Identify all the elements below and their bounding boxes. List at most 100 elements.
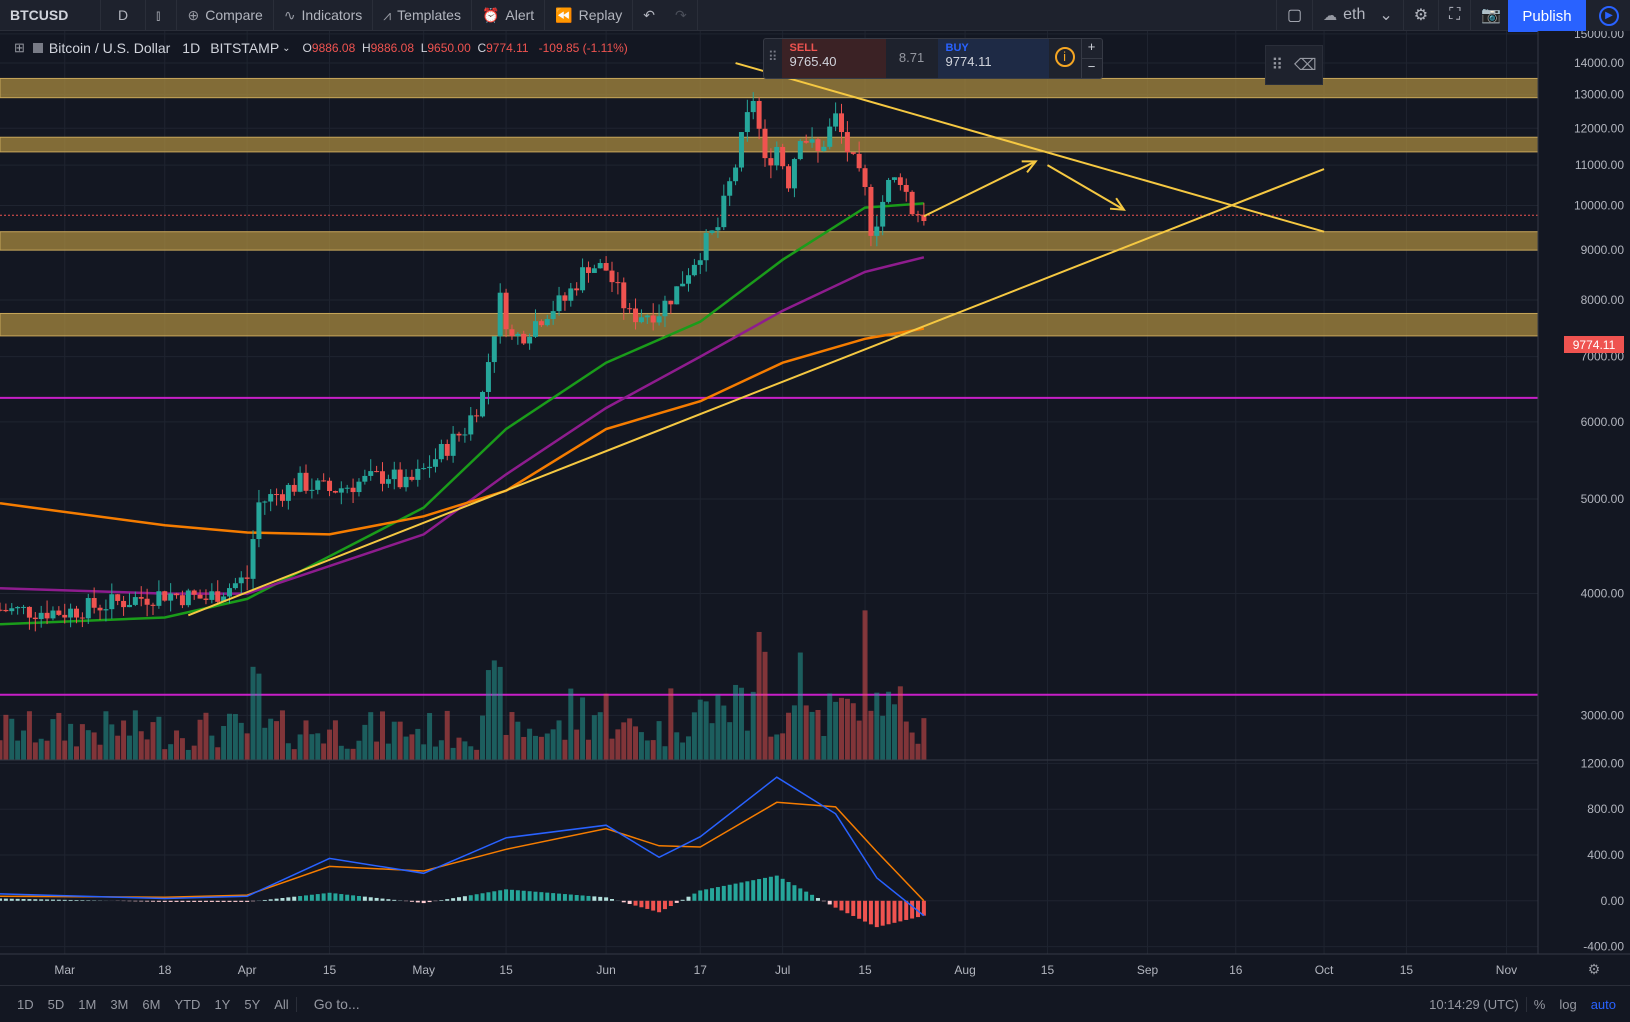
macd-histogram-bar [516, 890, 520, 901]
candle-body [662, 301, 667, 317]
percent-toggle[interactable]: % [1526, 997, 1553, 1012]
redo-button[interactable]: ↷ [665, 0, 698, 30]
macd-histogram-bar [792, 885, 796, 901]
range-5d[interactable]: 5D [41, 997, 72, 1012]
macd-histogram-bar [734, 884, 738, 901]
price-tick-label: 10000.00 [1574, 199, 1624, 213]
price-chart[interactable]: 15000.0014000.0013000.0012000.0011000.00… [0, 31, 1630, 984]
volume-bar [562, 740, 567, 760]
candle-body [792, 159, 797, 188]
buy-button[interactable]: BUY 9774.11 [938, 39, 1049, 78]
legend-chevron-icon[interactable]: ⌄ [282, 43, 290, 54]
undo-button[interactable]: ↶ [633, 0, 665, 30]
play-button[interactable]: ▶ [1588, 0, 1630, 31]
sell-button[interactable]: SELL 9765.40 [782, 39, 886, 78]
drag-handle[interactable]: ⠿ [764, 39, 782, 78]
candle-body [804, 141, 809, 143]
volume-bar [527, 729, 532, 760]
macd-histogram-bar [851, 901, 855, 916]
volume-bar [792, 705, 797, 760]
close-value: 9774.11 [486, 41, 529, 55]
compare-button[interactable]: ⊕Compare [177, 0, 273, 30]
drag-handle-icon[interactable]: ⠿ [1271, 55, 1283, 75]
interval-button[interactable]: D [101, 0, 146, 30]
plus-button[interactable]: + [1082, 39, 1102, 59]
log-toggle[interactable]: log [1552, 997, 1583, 1012]
volume-bar [551, 729, 556, 760]
volume-bar [245, 733, 250, 760]
chart-type-button[interactable]: ⫾ [146, 0, 177, 30]
info-button[interactable]: i [1049, 39, 1081, 78]
candle-body [880, 202, 885, 227]
candle-body [21, 607, 26, 608]
snapshot-button[interactable]: 📷 [1471, 0, 1512, 30]
candle-body [857, 154, 862, 168]
volume-bar [574, 730, 579, 760]
candle-body [39, 613, 44, 619]
volume-bar [757, 632, 762, 760]
macd-histogram-bar [439, 900, 443, 901]
macd-histogram-bar [798, 888, 802, 900]
macd-histogram-bar [816, 898, 820, 901]
candle-body [227, 588, 232, 596]
interval-label: D [118, 7, 128, 23]
range-6m[interactable]: 6M [135, 997, 167, 1012]
candle-body [380, 471, 385, 484]
ohlc-values: O9886.08 H9886.08 L9650.00 C9774.11 -109… [303, 41, 628, 55]
projection-arrow [924, 161, 1036, 216]
minus-button[interactable]: − [1082, 59, 1102, 78]
fullscreen-select-button[interactable]: ▢ [1276, 0, 1313, 30]
volume-bar [39, 739, 44, 760]
macd-histogram-bar [322, 893, 326, 900]
volume-bar [492, 660, 497, 760]
templates-button[interactable]: ⩘Templates [373, 0, 472, 30]
fullscreen-button[interactable]: ⛶ [1439, 0, 1471, 30]
price-tick-label: 3000.00 [1581, 708, 1625, 722]
open-value: 9886.08 [312, 41, 355, 55]
macd-histogram-bar [245, 901, 249, 902]
collapse-icon[interactable]: ⊞ [14, 40, 25, 56]
range-ytd[interactable]: YTD [167, 997, 207, 1012]
candle-body [209, 591, 214, 600]
candle-body [674, 286, 679, 304]
macd-histogram-bar [428, 901, 432, 902]
range-1y[interactable]: 1Y [207, 997, 237, 1012]
range-5y[interactable]: 5Y [237, 997, 267, 1012]
volume-bar [804, 705, 809, 760]
candle-body [480, 392, 485, 416]
candle-body [474, 415, 479, 416]
macd-histogram-bar [739, 882, 743, 900]
symbol-color-box [33, 43, 43, 53]
macd-histogram-bar [392, 900, 396, 901]
macd-histogram-bar [416, 901, 420, 903]
candle-body [757, 101, 762, 129]
info-icon: i [1055, 47, 1075, 67]
replay-button[interactable]: ⏪Replay [545, 0, 633, 30]
auto-toggle[interactable]: auto [1584, 997, 1630, 1012]
volume-bar [304, 720, 309, 760]
volume-bar [339, 746, 344, 760]
layout-button[interactable]: ☁eth⌄ [1313, 0, 1404, 30]
indicators-button[interactable]: ∿Indicators [274, 0, 373, 30]
goto-button[interactable]: Go to... [307, 996, 367, 1012]
range-1d[interactable]: 1D [10, 997, 41, 1012]
publish-button[interactable]: Publish [1508, 0, 1586, 32]
range-3m[interactable]: 3M [103, 997, 135, 1012]
volume-bar [239, 723, 244, 760]
candle-body [468, 415, 473, 434]
eraser-icon[interactable]: ⌫ [1294, 55, 1317, 75]
macd-histogram-bar [498, 890, 502, 900]
range-all[interactable]: All [267, 997, 295, 1012]
alert-button[interactable]: ⏰Alert [472, 0, 545, 30]
range-1m[interactable]: 1M [71, 997, 103, 1012]
settings-button[interactable]: ⚙ [1404, 0, 1439, 30]
volume-bar [115, 736, 120, 760]
volume-bar [168, 744, 173, 760]
candle-body [580, 267, 585, 290]
time-tick-label: 15 [323, 963, 337, 977]
macd-histogram-bar [651, 901, 655, 911]
symbol-search[interactable]: BTCUSD [0, 0, 101, 30]
macd-histogram-bar [639, 901, 643, 907]
macd-histogram-bar [292, 897, 296, 901]
volume-bar [380, 711, 385, 760]
